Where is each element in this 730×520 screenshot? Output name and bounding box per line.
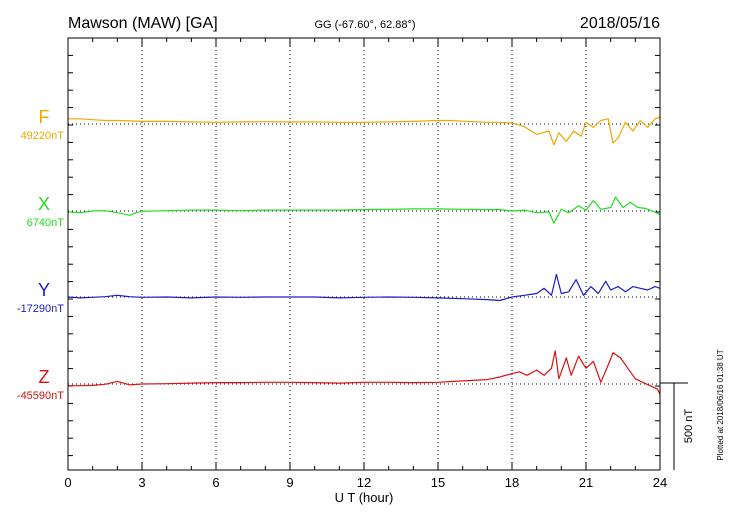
x-tick-label: 6 — [212, 475, 219, 490]
series-name-x: X — [38, 194, 50, 214]
x-tick-label: 3 — [138, 475, 145, 490]
x-tick-label: 0 — [64, 475, 71, 490]
series-name-f: F — [39, 107, 50, 127]
series-name-z: Z — [39, 367, 50, 387]
date-label: 2018/05/16 — [580, 15, 660, 32]
gridlines — [68, 38, 660, 470]
series-baseline-f: 49220nT — [21, 130, 65, 142]
plotted-timestamp: Plotted at 2018/06/16 01:38 UT — [716, 349, 725, 460]
coordinates-label: GG (-67.60°, 62.88°) — [314, 19, 415, 31]
x-tick-label: 24 — [653, 475, 667, 490]
series-labels: F 49220nT X 6740nT Y -17290nT Z -45590nT — [17, 107, 64, 402]
x-axis-label: U T (hour) — [335, 490, 394, 505]
x-tick-labels: 0 3 6 9 12 15 18 21 24 — [64, 475, 667, 490]
scale-bar: 500 nT — [660, 382, 695, 470]
series-line-z — [68, 350, 661, 395]
plot-frame — [67, 37, 661, 471]
x-tick-label: 15 — [431, 475, 445, 490]
series-line-x — [67, 196, 661, 224]
x-tick-label: 9 — [286, 475, 293, 490]
series-baseline-x: 6740nT — [27, 217, 65, 229]
series-name-y: Y — [38, 280, 50, 300]
x-tick-label: 18 — [505, 475, 519, 490]
series-group — [67, 116, 661, 395]
series-baseline-y: -17290nT — [17, 303, 64, 315]
series-line-y — [67, 273, 661, 302]
scale-bar-label: 500 nT — [683, 409, 695, 444]
series-baseline-z: -45590nT — [17, 390, 64, 402]
x-tick-label: 21 — [579, 475, 593, 490]
x-tick-label: 12 — [357, 475, 371, 490]
station-title: Mawson (MAW) [GA] — [68, 15, 218, 32]
series-line-f — [68, 116, 661, 146]
